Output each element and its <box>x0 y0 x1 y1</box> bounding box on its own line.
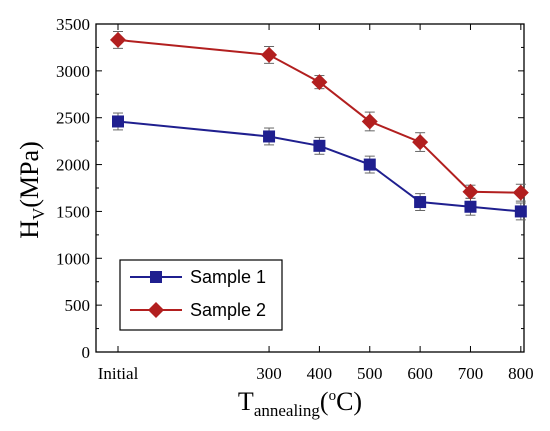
data-point <box>462 183 479 200</box>
legend-label-sample-1: Sample 1 <box>190 267 266 287</box>
series-2 <box>110 30 529 202</box>
x-axis-ticks: Initial 300 400 500 600 700 800 <box>98 24 534 383</box>
data-point <box>514 205 527 218</box>
y-tick-label: 3500 <box>56 15 90 34</box>
y-tick-label: 1500 <box>56 202 90 221</box>
data-point <box>261 46 278 63</box>
data-point <box>361 113 378 130</box>
x-tick-label: 300 <box>256 364 282 383</box>
series-layer <box>110 30 529 221</box>
data-point <box>412 134 429 151</box>
legend: Sample 1 Sample 2 <box>119 259 283 331</box>
data-point <box>112 115 124 128</box>
legend-marker-sample-2 <box>148 302 164 318</box>
y-tick-label: 0 <box>82 343 91 362</box>
x-axis-title: Tannealing(oC) <box>238 387 362 420</box>
data-point <box>414 196 427 209</box>
x-tick-label: 500 <box>357 364 383 383</box>
x-tick-label: Initial <box>98 364 139 383</box>
y-tick-label: 2500 <box>56 109 90 128</box>
series-1 <box>112 112 527 221</box>
data-point <box>110 31 126 48</box>
legend-box <box>119 259 283 331</box>
data-point <box>313 139 326 152</box>
y-tick-label: 1000 <box>56 249 90 268</box>
series-line <box>117 38 521 194</box>
x-tick-label: 600 <box>407 364 433 383</box>
legend-item-sample-2: Sample 2 <box>130 300 266 320</box>
legend-label-sample-2: Sample 2 <box>190 300 266 320</box>
x-tick-label: 400 <box>307 364 333 383</box>
data-point <box>311 74 328 91</box>
x-tick-label: 700 <box>458 364 484 383</box>
data-point <box>464 200 477 213</box>
legend-item-sample-1: Sample 1 <box>130 267 266 287</box>
x-tick-label: 800 <box>508 364 534 383</box>
data-point <box>363 158 376 171</box>
data-point <box>263 130 276 143</box>
y-tick-label: 3000 <box>56 62 90 81</box>
y-axis-ticks: 0 500 1000 1500 2000 2500 3000 3500 <box>56 15 524 362</box>
y-axis-title: HV(MPa) <box>15 141 48 239</box>
y-tick-label: 500 <box>65 296 91 315</box>
series-line <box>117 120 521 213</box>
y-tick-label: 2000 <box>56 156 90 175</box>
legend-marker-sample-1 <box>150 271 162 283</box>
data-point <box>512 184 529 201</box>
